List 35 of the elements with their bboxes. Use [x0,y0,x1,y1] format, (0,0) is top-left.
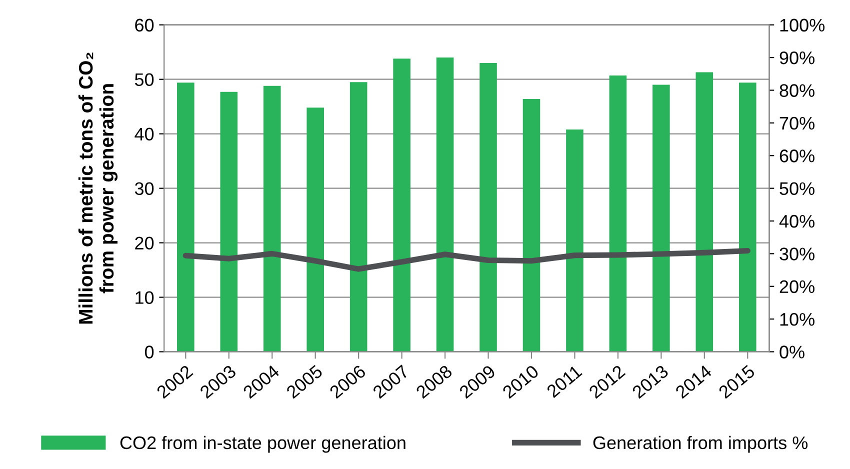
y-tick-label: 50 [134,73,154,86]
y2-tick-label: 80% [780,84,814,97]
y2-tick-label: 10% [780,312,814,326]
bar [220,92,238,352]
y-tick-label: 30 [134,182,154,196]
bar [480,62,497,352]
y2-tick-label: 40% [779,214,814,228]
bar [738,82,756,352]
bar [566,129,584,352]
bar [393,58,410,352]
legend-label: CO2 from in-state power generation [120,436,406,453]
y2-tick-label: 60% [780,150,814,162]
y2-tick-label: 20% [780,280,814,294]
y-axis-title: Millions of metric tons of CO₂ from power generation [78,52,118,324]
y-tick-label: 0 [144,346,154,358]
y2-tick-label: 90% [780,51,814,64]
y2-tick-label: 70% [780,116,814,130]
bar [436,58,454,352]
bar [263,86,281,352]
y-tick-label: 20 [135,236,154,250]
bar [696,72,714,352]
bar [609,76,627,352]
y2-tick-label: 30% [780,248,814,260]
bar [306,108,324,352]
y-tick-label: 40 [134,128,154,141]
bar [350,82,368,352]
y2-tick-label: 50% [780,182,814,196]
y-tick-label: 10 [136,291,154,304]
legend-label: Generation from imports % [593,436,808,453]
y2-tick-label: 0% [780,346,804,358]
bar [177,82,194,352]
bar [522,98,540,352]
bar [652,84,670,352]
y-tick-label: 60 [135,18,154,32]
y2-tick-label: 100% [780,18,825,32]
